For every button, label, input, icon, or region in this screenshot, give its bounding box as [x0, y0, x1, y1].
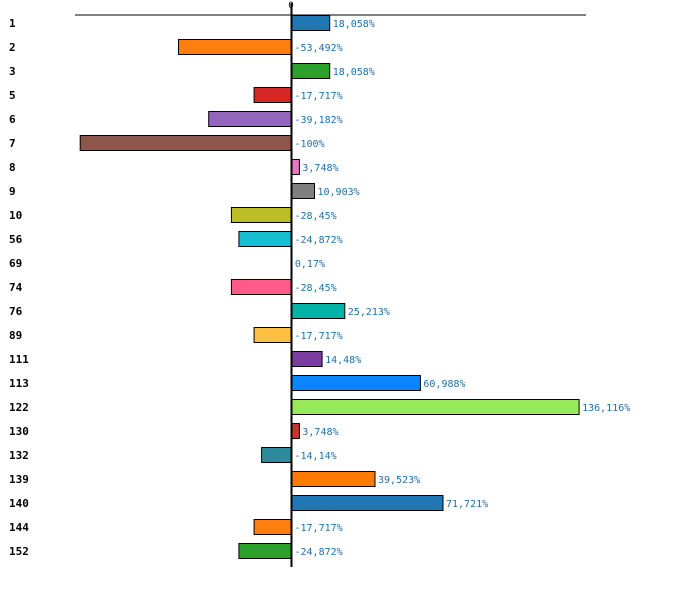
bar	[291, 495, 444, 511]
bar	[178, 39, 292, 55]
value-label: 14,48%	[325, 355, 361, 366]
bar	[291, 471, 376, 487]
bar	[79, 135, 292, 151]
category-label: 152	[9, 545, 29, 558]
category-label: 3	[9, 65, 16, 78]
bar	[291, 375, 421, 391]
value-label: -14,14%	[295, 451, 337, 462]
value-label: 18,058%	[333, 67, 375, 78]
category-label: 76	[9, 305, 23, 318]
value-label: 71,721%	[446, 499, 488, 510]
category-label: 144	[9, 521, 29, 534]
value-label: 136,116%	[582, 403, 630, 414]
category-label: 69	[9, 257, 22, 270]
category-label: 122	[9, 401, 29, 414]
bar	[238, 543, 292, 559]
value-label: 10,903%	[318, 187, 360, 198]
bar	[230, 279, 292, 295]
value-label: -24,872%	[295, 235, 343, 246]
category-label: 56	[9, 233, 23, 246]
value-label: -17,717%	[295, 91, 343, 102]
value-label: 3,748%	[302, 163, 338, 174]
bar	[291, 159, 300, 175]
bar	[291, 303, 346, 319]
value-label: 25,213%	[348, 307, 390, 318]
category-label: 132	[9, 449, 29, 462]
value-label: -17,717%	[295, 331, 343, 342]
category-label: 74	[9, 281, 23, 294]
category-label: 5	[9, 89, 16, 102]
category-label: 8	[9, 161, 16, 174]
category-label: 2	[9, 41, 16, 54]
bar	[253, 87, 293, 103]
category-label: 7	[9, 137, 16, 150]
category-label: 89	[9, 329, 22, 342]
value-label: -100%	[295, 139, 325, 150]
value-label: -53,492%	[295, 43, 343, 54]
bar	[291, 63, 331, 79]
value-label: 18,058%	[333, 19, 375, 30]
bar	[208, 111, 292, 127]
bar	[291, 183, 315, 199]
value-label: -28,45%	[295, 211, 337, 222]
bars-group: 1 18,058% 2 -53,492% 3 18,058% 5 -17,717% 6 -39,1…	[9, 15, 630, 559]
value-label: -17,717%	[295, 523, 343, 534]
category-label: 139	[9, 473, 29, 486]
bar	[253, 327, 293, 343]
value-label: 60,988%	[423, 379, 465, 390]
value-label: -28,45%	[295, 283, 337, 294]
bar	[238, 231, 292, 247]
category-label: 1	[9, 17, 16, 30]
value-label: 0,17%	[295, 259, 325, 270]
category-label: 10	[9, 209, 22, 222]
bar	[291, 399, 580, 415]
category-label: 111	[9, 353, 29, 366]
value-label: 39,523%	[378, 475, 420, 486]
value-label: -39,182%	[295, 115, 343, 126]
category-label: 140	[9, 497, 29, 510]
bar	[291, 351, 323, 367]
value-label: 3,748%	[302, 427, 338, 438]
bar	[230, 207, 292, 223]
category-label: 113	[9, 377, 29, 390]
category-label: 9	[9, 185, 16, 198]
bar	[253, 519, 293, 535]
category-label: 6	[9, 113, 16, 126]
bar	[291, 423, 300, 439]
category-label: 130	[9, 425, 29, 438]
bar	[261, 447, 293, 463]
bar	[291, 15, 331, 31]
value-label: -24,872%	[295, 547, 343, 558]
